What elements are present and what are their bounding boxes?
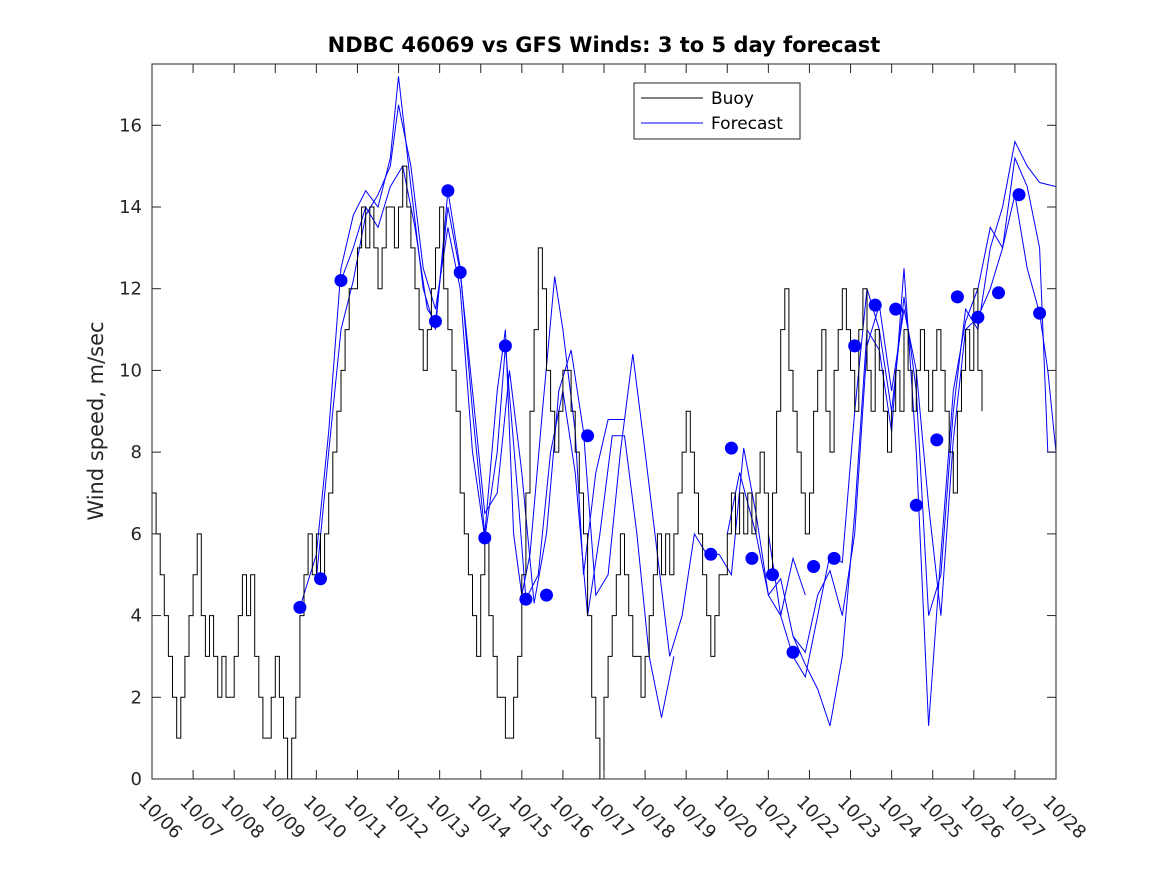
forecast-marker [868, 298, 882, 312]
forecast-marker [992, 286, 1005, 300]
y-tick-label: 2 [131, 687, 142, 708]
y-tick-label: 14 [119, 197, 142, 218]
forecast-marker [889, 302, 903, 316]
forecast-marker [453, 265, 467, 279]
y-tick-label: 6 [131, 524, 142, 545]
y-tick-label: 8 [131, 442, 142, 463]
forecast-series-line [315, 104, 675, 718]
y-tick-label: 0 [131, 769, 142, 790]
forecast-marker [1012, 188, 1026, 202]
forecast-marker [498, 339, 512, 353]
forecast-marker [540, 588, 553, 602]
forecast-marker [807, 560, 821, 573]
forecast-marker [971, 310, 985, 324]
forecast-marker [478, 531, 492, 545]
forecast-marker [429, 314, 442, 328]
legend-label-buoy: Buoy [711, 89, 754, 109]
forecast-marker [930, 433, 944, 447]
y-tick-label: 12 [119, 279, 142, 300]
y-axis-ticks: 0 2 4 6 8 10 12 14 16 [119, 115, 1056, 790]
y-tick-label: 4 [131, 606, 142, 627]
chart-title: NDBC 46069 vs GFS Winds: 3 to 5 day fore… [328, 33, 881, 57]
legend: Buoy Forecast [633, 82, 801, 140]
forecast-marker [704, 547, 718, 561]
forecast-series-line [792, 156, 1056, 727]
forecast-marker [766, 568, 779, 582]
forecast-marker [724, 441, 738, 455]
forecast-marker [519, 592, 533, 606]
legend-label-forecast: Forecast [711, 114, 783, 134]
plot-lines [152, 76, 1057, 780]
buoy-series-line [152, 165, 983, 780]
forecast-marker [581, 429, 595, 443]
forecast-marker [827, 551, 841, 565]
y-axis-label: Wind speed, m/sec [84, 321, 108, 520]
forecast-marker [334, 274, 348, 287]
forecast-marker [786, 645, 800, 659]
y-tick-label: 16 [119, 115, 142, 136]
forecast-marker [745, 551, 759, 565]
plot-markers [293, 184, 1047, 659]
y-tick-label: 10 [119, 360, 142, 381]
forecast-marker [293, 600, 307, 614]
forecast-marker [441, 184, 455, 198]
forecast-marker [848, 339, 862, 353]
forecast-marker [909, 498, 923, 512]
forecast-marker [950, 290, 964, 304]
forecast-series-line [767, 140, 1057, 679]
forecast-marker [314, 572, 327, 586]
forecast-marker [1033, 306, 1047, 320]
legend-box [633, 82, 801, 140]
